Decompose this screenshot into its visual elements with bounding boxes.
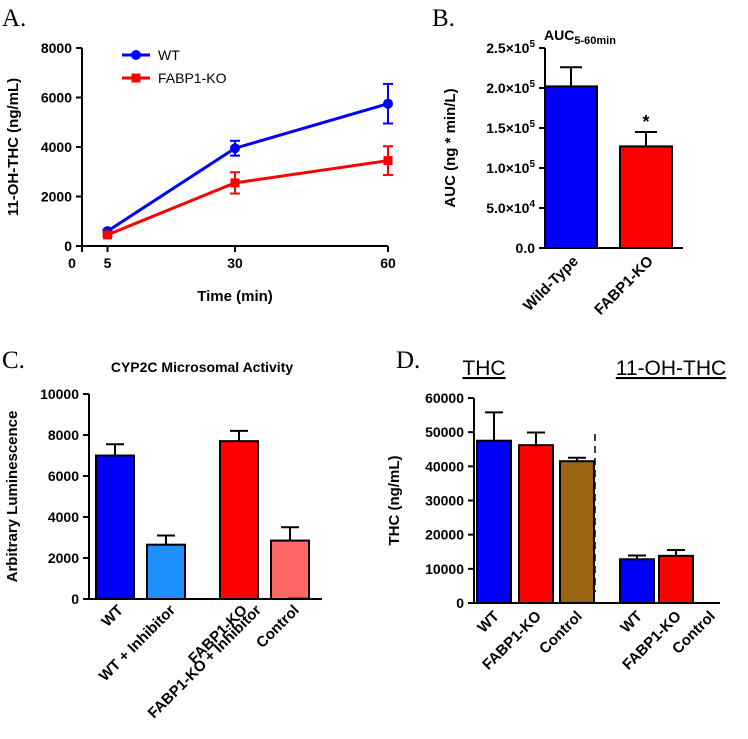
panel-d-y-tick-label: 60000 [425, 390, 464, 406]
panel-d-letter: D. [396, 347, 420, 374]
panel-b-significance-marker: * [642, 112, 649, 132]
panel-a-point [230, 178, 240, 188]
panel-d-y-tick-label: 0 [456, 595, 464, 611]
panel-d-y-tick-label: 40000 [425, 458, 464, 474]
panel-a-legend-label: FABP1-KO [158, 70, 227, 86]
panel-a-legend-marker [131, 50, 141, 60]
panel-c-bar [270, 539, 310, 601]
panel-b-category-label: FABP1-KO [591, 253, 657, 319]
panel-c-y-tick-label: 8000 [48, 427, 79, 443]
panel-b-title-sub: 5-60min [574, 35, 616, 47]
panel-a-point [103, 230, 112, 240]
panel-d-group-11oh: 11-OH-THC [616, 357, 726, 380]
panel-b-y-axis-title: AUC (ng * min/L) [442, 88, 459, 207]
panel-d-bar [518, 444, 554, 604]
panel-d-y-tick-label: 10000 [425, 561, 464, 577]
panel-c-category-label: WT [98, 602, 127, 631]
panel-a-point [383, 156, 393, 166]
panel-b-chart: 0.0 5.0×104 1.0×105 1.5×105 2.0×105 2.5×105 AU… [442, 39, 683, 318]
panel-c-letter: C. [2, 347, 25, 374]
panel-c-title: CYP2C Microsomal Activity [111, 359, 294, 375]
panel-a-y-tick-label: 6000 [41, 90, 72, 106]
panel-d-category-label: WT [617, 608, 646, 637]
panel-c-bar [146, 543, 186, 600]
panel-a-y-tick-label: 4000 [41, 139, 72, 155]
panel-c-chart: 0 2000 4000 6000 8000 10000 Arbitrary Luminesc… [4, 386, 322, 722]
panel-c-category-label: Control [253, 602, 303, 652]
panel-c-y-tick-label: 0 [71, 591, 79, 607]
panel-d-y-axis-title: THC (ng/mL) [386, 456, 403, 546]
panel-d-category-label: WT [474, 608, 503, 637]
panel-a-point [230, 143, 240, 154]
panel-c-y-tick-label: 10000 [40, 386, 79, 402]
panel-a-x-tick-label: 5 [104, 255, 112, 271]
panel-d-bar [476, 439, 512, 605]
panel-d-bar [559, 460, 595, 605]
panel-a-x-tick-label: 0 [68, 255, 76, 271]
panel-c-y-tick-label: 2000 [48, 550, 79, 566]
panel-d-category-label: Control [536, 608, 586, 658]
panel-a-letter: A. [2, 5, 26, 32]
panel-b-title: AUC5-60min [544, 27, 616, 47]
panel-a-chart: 0 2000 4000 6000 8000 0 5 30 60 Time (min) 11-OH-T… [5, 40, 396, 305]
panel-a-legend-marker [131, 73, 141, 83]
panel-a-point [383, 98, 393, 109]
panel-d-y-tick-label: 20000 [425, 527, 464, 543]
panel-a-y-tick-label: 2000 [41, 189, 72, 205]
panel-a-x-tick-label: 30 [227, 255, 243, 271]
panel-d-chart: 0 10000 20000 30000 40000 50000 60000 THC (ng/m… [386, 390, 720, 673]
panel-a-x-tick-label: 60 [380, 255, 396, 271]
panel-b-bar [544, 85, 598, 250]
panel-c-y-axis-title: Arbitrary Luminescence [4, 411, 21, 583]
panel-b-title-main: AUC [544, 27, 574, 43]
panel-b-y-tick-label: 5.0×104 [486, 199, 535, 216]
panel-d-bar [619, 558, 655, 604]
panel-b-y-tick-label: 1.5×105 [486, 119, 535, 136]
panel-d-y-tick-label: 50000 [425, 424, 464, 440]
panel-c-bar [219, 440, 259, 600]
panel-a-series-line [106, 159, 389, 237]
panel-c-y-tick-label: 6000 [48, 468, 79, 484]
panel-b-y-tick-label: 2.5×105 [486, 39, 535, 56]
panel-a-legend-label: WT [158, 47, 180, 63]
panel-b-y-tick-label: 0.0 [516, 240, 536, 256]
panel-a-x-axis-title: Time (min) [197, 288, 273, 305]
panel-b-letter: B. [432, 5, 455, 32]
panel-b-bar [619, 145, 673, 249]
panel-c-bar [95, 454, 135, 600]
panel-b-category-label: Wild-Type [520, 253, 582, 315]
panel-b-y-tick-label: 2.0×105 [486, 79, 535, 96]
panel-d-y-tick-label: 30000 [425, 493, 464, 509]
panel-a-y-tick-label: 0 [64, 238, 72, 254]
panel-a-y-tick-label: 8000 [41, 40, 72, 56]
panel-b-y-tick-label: 1.0×105 [486, 159, 535, 176]
panel-c-y-tick-label: 4000 [48, 509, 79, 525]
panel-a-y-axis-title: 11-OH-THC (ng/mL) [5, 78, 22, 216]
panel-d-bar [658, 554, 694, 604]
panel-d-group-thc: THC [462, 357, 505, 380]
